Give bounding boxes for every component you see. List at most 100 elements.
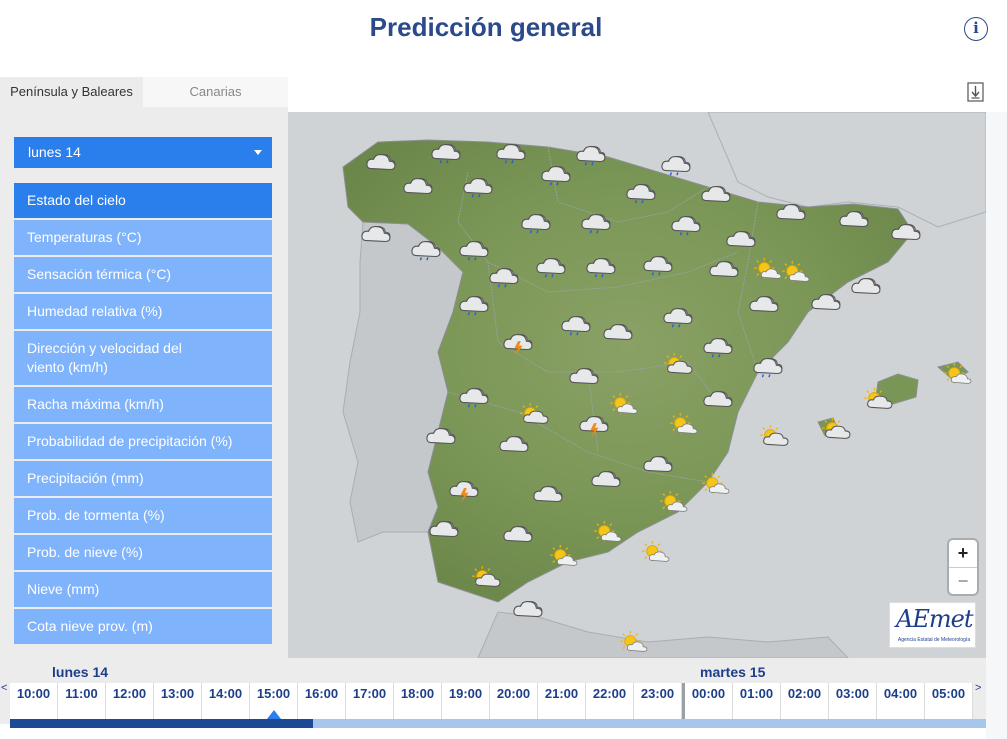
variable-prob-tormenta[interactable]: Prob. de tormenta (%): [14, 498, 272, 533]
download-icon[interactable]: [967, 82, 984, 102]
rain-cloud-icon[interactable]: [460, 174, 496, 200]
cloud-icon[interactable]: [808, 290, 844, 316]
zoom-out-button[interactable]: −: [949, 567, 977, 594]
sun-icon[interactable]: [546, 544, 582, 570]
variable-prob-nieve[interactable]: Prob. de nieve (%): [14, 535, 272, 570]
sun-icon[interactable]: [638, 540, 674, 566]
rain-cloud-icon[interactable]: [493, 140, 529, 166]
rain-cloud-icon[interactable]: [456, 237, 492, 263]
timeline-hour[interactable]: 17:00: [346, 683, 394, 719]
cloud-icon[interactable]: [363, 150, 399, 176]
timeline-prev-icon[interactable]: <: [1, 682, 8, 694]
rain-cloud-icon[interactable]: [578, 210, 614, 236]
tab-canarias[interactable]: Canarias: [143, 77, 288, 107]
timeline-hour[interactable]: 11:00: [58, 683, 106, 719]
cloud-icon[interactable]: [423, 424, 459, 450]
variable-racha[interactable]: Racha máxima (km/h): [14, 387, 272, 422]
sun-icon[interactable]: [606, 392, 642, 418]
rain-cloud-icon[interactable]: [558, 312, 594, 338]
variable-sensacion-termica[interactable]: Sensación térmica (°C): [14, 257, 272, 292]
sun-cloud-icon[interactable]: [660, 352, 696, 378]
cloud-icon[interactable]: [848, 274, 884, 300]
rain-cloud-icon[interactable]: [623, 180, 659, 206]
variable-cota-nieve[interactable]: Cota nieve prov. (m): [14, 609, 272, 644]
timeline-hour[interactable]: 20:00: [490, 683, 538, 719]
cloud-icon[interactable]: [700, 387, 736, 413]
storm-icon[interactable]: [446, 477, 482, 503]
timeline-hour[interactable]: 23:00: [634, 683, 682, 719]
cloud-icon[interactable]: [836, 207, 872, 233]
variable-nieve[interactable]: Nieve (mm): [14, 572, 272, 607]
rain-cloud-icon[interactable]: [538, 162, 574, 188]
storm-icon[interactable]: [576, 412, 612, 438]
timeline-hour[interactable]: 13:00: [154, 683, 202, 719]
cloud-icon[interactable]: [773, 200, 809, 226]
sun-icon[interactable]: [666, 412, 702, 438]
rain-cloud-icon[interactable]: [456, 384, 492, 410]
timeline-hour[interactable]: 18:00: [394, 683, 442, 719]
cloud-icon[interactable]: [888, 220, 924, 246]
timeline-hour[interactable]: 04:00: [877, 683, 925, 719]
timeline-hour[interactable]: 14:00: [202, 683, 250, 719]
timeline-hour[interactable]: 12:00: [106, 683, 154, 719]
timeline-hour[interactable]: 10:00: [10, 683, 58, 719]
sun-icon[interactable]: [698, 472, 734, 498]
timeline-hour[interactable]: 03:00: [829, 683, 877, 719]
rain-cloud-icon[interactable]: [533, 254, 569, 280]
cloud-icon[interactable]: [640, 452, 676, 478]
cloud-icon[interactable]: [496, 432, 532, 458]
rain-cloud-icon[interactable]: [408, 237, 444, 263]
day-select[interactable]: lunes 14: [14, 137, 272, 168]
zoom-in-button[interactable]: +: [957, 543, 969, 563]
cloud-icon[interactable]: [500, 522, 536, 548]
cloud-icon[interactable]: [530, 482, 566, 508]
rain-cloud-icon[interactable]: [660, 304, 696, 330]
timeline-next-icon[interactable]: >: [975, 682, 982, 694]
cloud-icon[interactable]: [566, 364, 602, 390]
cloud-icon[interactable]: [426, 517, 462, 543]
cloud-icon[interactable]: [358, 222, 394, 248]
rain-cloud-icon[interactable]: [456, 292, 492, 318]
timeline-hour[interactable]: 19:00: [442, 683, 490, 719]
cloud-icon[interactable]: [510, 597, 546, 623]
storm-icon[interactable]: [500, 330, 536, 356]
sun-icon[interactable]: [590, 520, 626, 546]
sun-icon[interactable]: [750, 257, 786, 283]
variable-viento-item[interactable]: Dirección y velocidad del viento (km/h): [14, 331, 272, 385]
variable-estado-cielo[interactable]: Estado del cielo: [14, 183, 272, 218]
rain-cloud-icon[interactable]: [428, 140, 464, 166]
timeline-hour[interactable]: 01:00: [733, 683, 781, 719]
variable-temperaturas[interactable]: Temperaturas (°C): [14, 220, 272, 255]
sun-cloud-icon[interactable]: [860, 387, 896, 413]
rain-cloud-icon[interactable]: [518, 210, 554, 236]
cloud-icon[interactable]: [723, 227, 759, 253]
rain-cloud-icon[interactable]: [658, 152, 694, 178]
rain-cloud-icon[interactable]: [750, 354, 786, 380]
timeline-hour[interactable]: 16:00: [298, 683, 346, 719]
timeline-progress[interactable]: [10, 719, 986, 728]
weather-map[interactable]: [288, 112, 986, 658]
variable-humedad[interactable]: Humedad relativa (%): [14, 294, 272, 329]
tab-peninsula-baleares[interactable]: Península y Baleares: [0, 77, 143, 107]
rain-cloud-icon[interactable]: [668, 212, 704, 238]
sun-cloud-icon[interactable]: [756, 424, 792, 450]
cloud-icon[interactable]: [600, 320, 636, 346]
cloud-icon[interactable]: [706, 257, 742, 283]
variable-precipitacion[interactable]: Precipitación (mm): [14, 461, 272, 496]
cloud-icon[interactable]: [588, 467, 624, 493]
cloud-icon[interactable]: [400, 174, 436, 200]
sun-cloud-icon[interactable]: [818, 417, 854, 443]
cloud-icon[interactable]: [746, 292, 782, 318]
timeline-hour[interactable]: 00:00: [685, 683, 733, 719]
rain-cloud-icon[interactable]: [640, 252, 676, 278]
sun-icon[interactable]: [940, 362, 976, 388]
timeline-hour[interactable]: 15:00: [250, 683, 298, 719]
timeline-hour[interactable]: 22:00: [586, 683, 634, 719]
timeline-hour[interactable]: 05:00: [925, 683, 973, 719]
rain-cloud-icon[interactable]: [583, 254, 619, 280]
cloud-icon[interactable]: [698, 182, 734, 208]
timeline-hour[interactable]: 02:00: [781, 683, 829, 719]
sun-icon[interactable]: [778, 260, 814, 286]
rain-cloud-icon[interactable]: [486, 264, 522, 290]
timeline-hour[interactable]: 21:00: [538, 683, 586, 719]
